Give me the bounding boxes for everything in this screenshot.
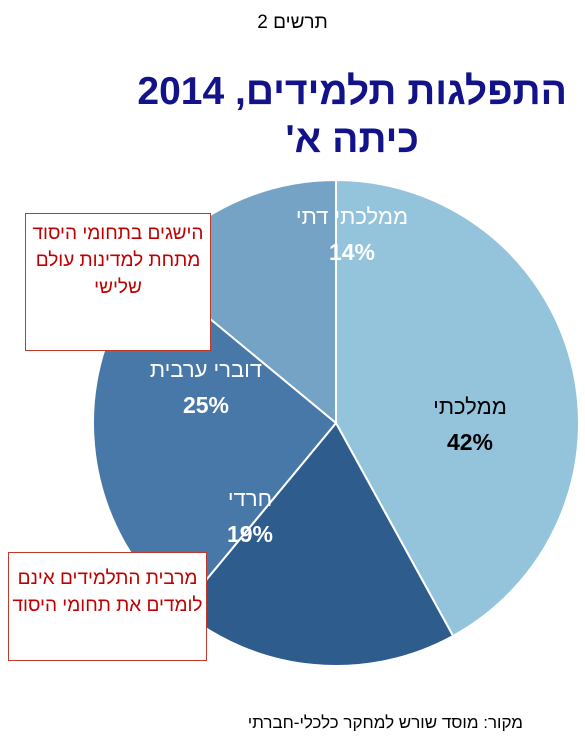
slice-label-0: ממלכתי: [433, 394, 507, 419]
slice-label-1: חרדי: [228, 486, 272, 511]
slice-label-3: ממלכתי דתי: [296, 204, 408, 229]
annotation-box-achievements: הישגים בתחומי היסוד מתחת למדינות עולם של…: [25, 213, 211, 351]
annotation-box-core-subjects: מרבית התלמידים אינם לומדים את תחומי היסו…: [8, 552, 207, 661]
slice-value-3: 14%: [329, 239, 375, 265]
chart-title: התפלגות תלמידים, 2014 כיתה א': [137, 68, 567, 164]
source-note: מקור: מוסד שורש למחקר כלכלי-חברתי: [247, 713, 523, 732]
pie-slice-0: [335, 178, 580, 638]
slice-value-1: 19%: [227, 521, 273, 547]
slice-value-2: 25%: [183, 392, 229, 418]
figure-label: תרשים 2: [257, 12, 328, 33]
chart-title-line2: כיתה א': [285, 118, 419, 161]
slice-label-2: דוברי ערבית: [150, 357, 262, 382]
chart-title-line1: התפלגות תלמידים, 2014: [137, 70, 567, 113]
slice-value-0: 42%: [447, 429, 493, 455]
